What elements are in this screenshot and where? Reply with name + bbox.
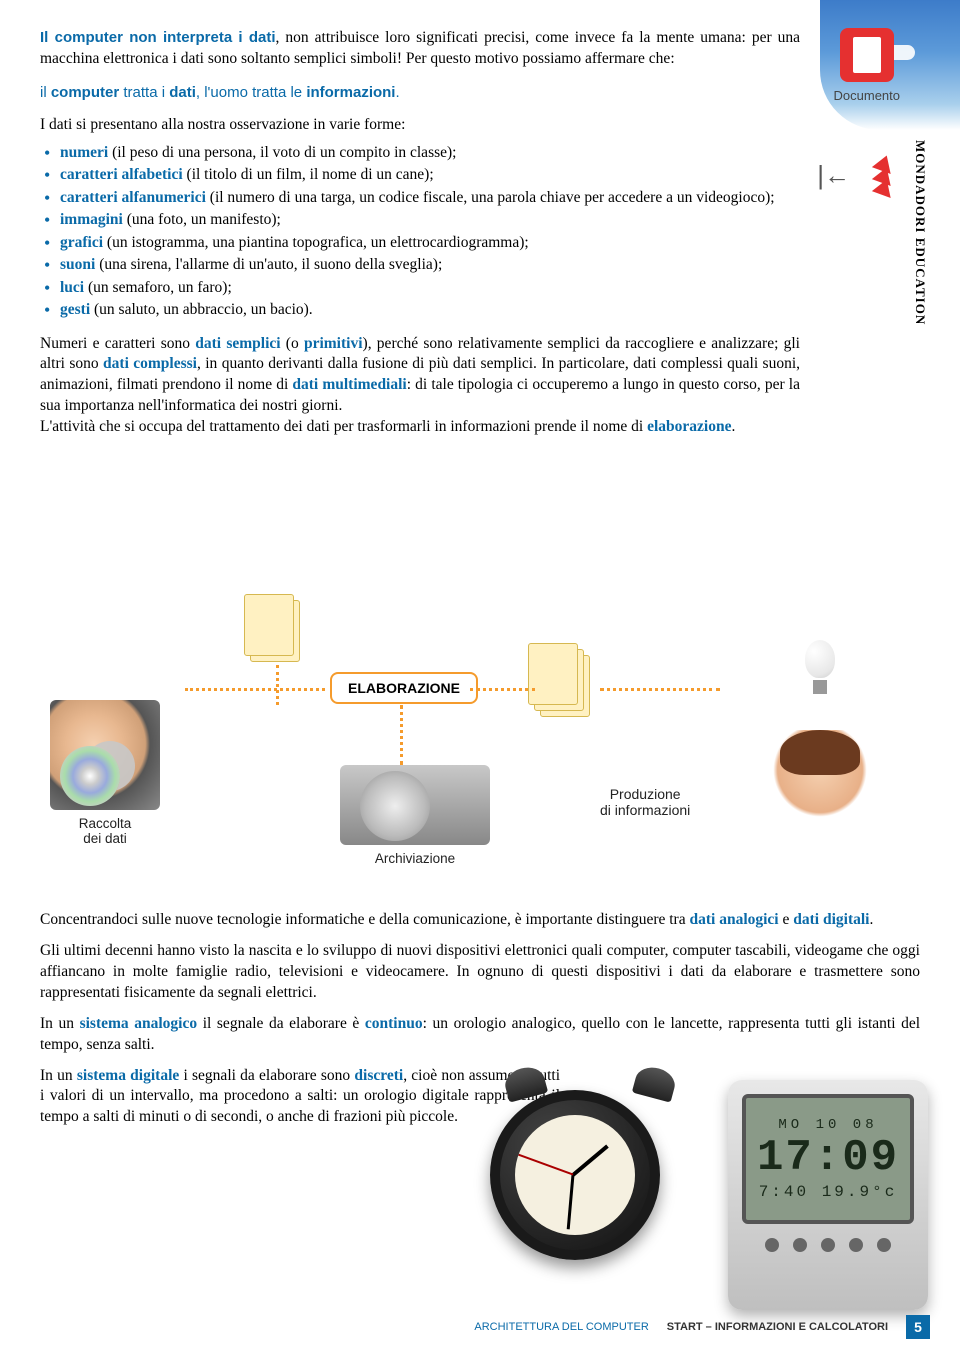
stage-label-raccolta: Raccolta dei dati xyxy=(50,816,160,846)
connector xyxy=(276,665,279,705)
return-arrow-icon: |← xyxy=(817,160,850,191)
list-item: caratteri alfabetici (il titolo di un fi… xyxy=(40,164,800,186)
document-label: Documento xyxy=(834,88,900,103)
document-icon xyxy=(840,28,894,82)
files-output-icon xyxy=(540,655,596,723)
connector xyxy=(470,688,535,691)
connector xyxy=(600,688,720,691)
digital-clock-time: 17:09 xyxy=(757,1133,899,1183)
stage-label-produzione: Produzione di informazioni xyxy=(600,786,690,818)
list-item: caratteri alfanumerici (il numero di una… xyxy=(40,187,800,209)
clock-buttons xyxy=(742,1238,914,1252)
paragraph-analog-system: In un sistema analogico il segnale da el… xyxy=(40,1014,920,1056)
hard-disk-illustration xyxy=(340,765,490,845)
person-thinking-illustration xyxy=(760,730,880,830)
connector xyxy=(185,688,325,691)
digital-clock-date: MO 10 08 xyxy=(778,1117,877,1133)
lightbulb-icon xyxy=(800,640,840,700)
paragraph-data-types: Numeri e caratteri sono dati semplici (o… xyxy=(40,334,800,439)
publisher-brand: MONDADORI EDUCATION xyxy=(912,140,928,325)
connector xyxy=(400,705,403,765)
brand-logo-icon xyxy=(874,155,900,225)
files-input-icon xyxy=(250,600,306,668)
elaboration-diagram: ELABORAZIONE Raccolta dei dati Archiviaz… xyxy=(40,600,920,880)
list-item: gesti (un saluto, un abbraccio, un bacio… xyxy=(40,299,800,321)
footer-section: START – INFORMAZIONI E CALCOLATORI xyxy=(667,1321,888,1333)
data-forms-list: numeri (il peso di una persona, il voto … xyxy=(40,142,800,322)
list-item: luci (un semaforo, un faro); xyxy=(40,277,800,299)
paragraph-digital-system: In un sistema digitale i segnali da elab… xyxy=(40,1066,560,1129)
list-item: suoni (una sirena, l'allarme di un'auto,… xyxy=(40,254,800,276)
document-badge: Documento xyxy=(834,28,900,103)
analog-clock-illustration xyxy=(490,1090,690,1310)
paragraph-devices: Gli ultimi decenni hanno visto la nascit… xyxy=(40,941,920,1004)
digital-clock-illustration: MO 10 08 17:09 7:40 19.9°c xyxy=(728,1080,928,1310)
key-statement: il computer tratta i dati, l'uomo tratta… xyxy=(40,84,800,101)
footer-chapter: ARCHITETTURA DEL COMPUTER xyxy=(474,1321,648,1333)
digital-clock-bottom: 7:40 19.9°c xyxy=(759,1183,898,1201)
page-footer: ARCHITETTURA DEL COMPUTER START – INFORM… xyxy=(474,1315,930,1339)
list-item: immagini (una foto, un manifesto); xyxy=(40,209,800,231)
intro-paragraph: Il computer non interpreta i dati, non a… xyxy=(40,28,800,70)
stage-label-archiviazione: Archiviazione xyxy=(340,851,490,866)
list-item: numeri (il peso di una persona, il voto … xyxy=(40,142,800,164)
elaborazione-box: ELABORAZIONE xyxy=(330,672,478,704)
intro-lead: Il computer non interpreta i dati xyxy=(40,29,276,46)
person-cds-illustration xyxy=(50,700,160,810)
page-number: 5 xyxy=(906,1315,930,1339)
paragraph-analog-digital-intro: Concentrandoci sulle nuove tecnologie in… xyxy=(40,910,920,931)
list-intro: I dati si presentano alla nostra osserva… xyxy=(40,115,800,136)
list-item: grafici (un istogramma, una piantina top… xyxy=(40,232,800,254)
